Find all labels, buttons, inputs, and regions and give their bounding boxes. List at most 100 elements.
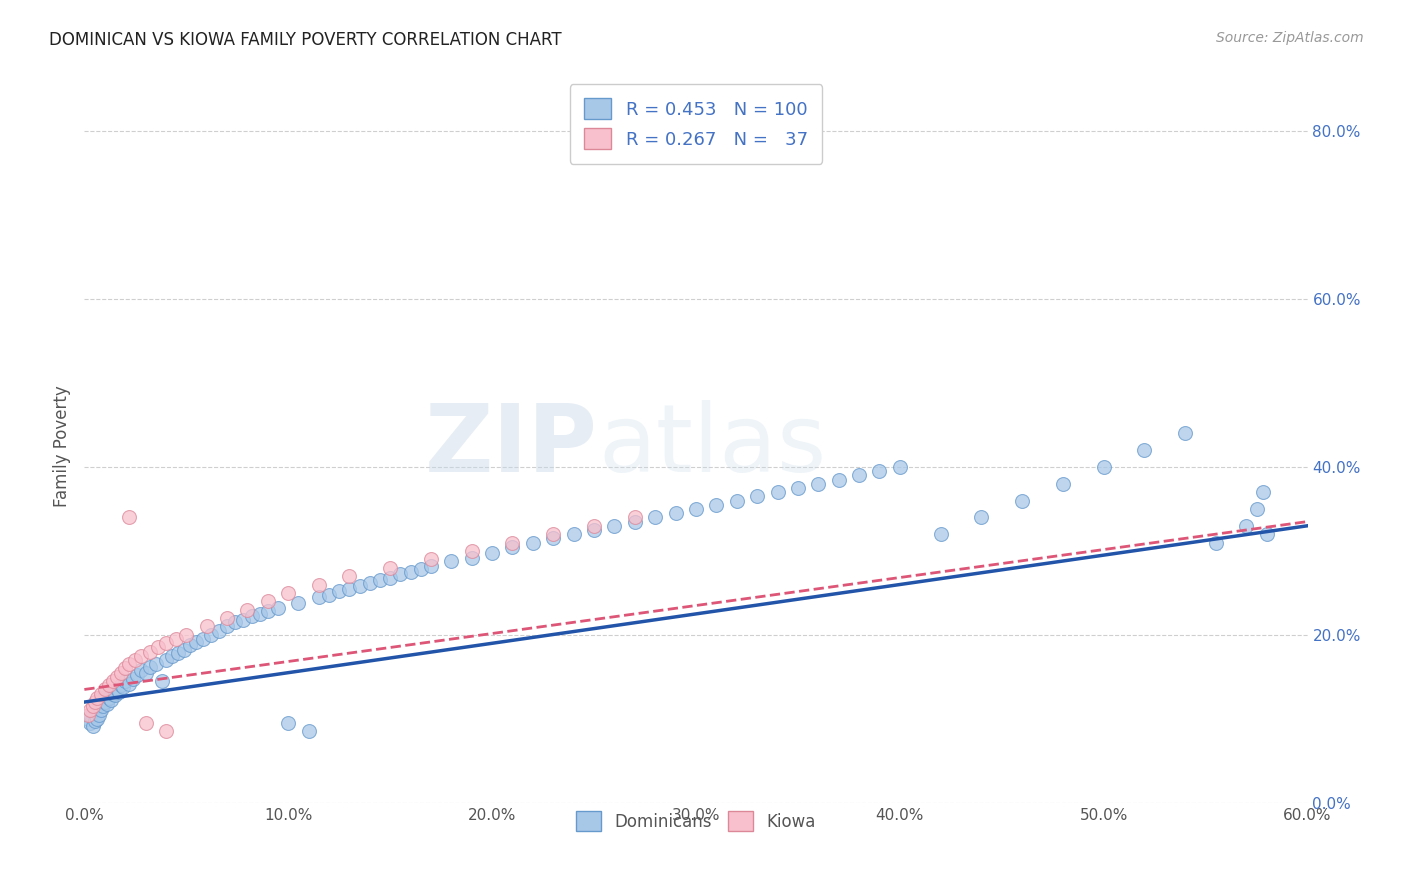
Point bbox=[179, 638, 201, 652]
Point bbox=[82, 699, 104, 714]
Point bbox=[150, 674, 173, 689]
Point bbox=[114, 661, 136, 675]
Point bbox=[108, 685, 131, 699]
Point bbox=[79, 703, 101, 717]
Point bbox=[257, 594, 280, 608]
Point bbox=[114, 674, 136, 689]
Point bbox=[224, 615, 246, 630]
Point bbox=[257, 604, 280, 618]
Point bbox=[90, 690, 112, 705]
Legend: Dominicans, Kiowa: Dominicans, Kiowa bbox=[569, 805, 823, 838]
Point bbox=[155, 636, 177, 650]
Point bbox=[1092, 460, 1115, 475]
Point bbox=[461, 550, 484, 565]
Point bbox=[124, 653, 146, 667]
Point bbox=[440, 554, 463, 568]
Point bbox=[848, 468, 870, 483]
Point bbox=[349, 579, 371, 593]
Point bbox=[86, 690, 108, 705]
Text: Source: ZipAtlas.com: Source: ZipAtlas.com bbox=[1216, 31, 1364, 45]
Point bbox=[155, 724, 177, 739]
Point bbox=[122, 672, 145, 686]
Point bbox=[104, 689, 127, 703]
Point bbox=[131, 663, 153, 677]
Point bbox=[167, 646, 190, 660]
Point bbox=[127, 668, 149, 682]
Point bbox=[583, 523, 606, 537]
Point bbox=[87, 707, 110, 722]
Point bbox=[1251, 485, 1274, 500]
Point bbox=[1052, 476, 1074, 491]
Point bbox=[420, 552, 443, 566]
Point bbox=[118, 676, 141, 690]
Point bbox=[232, 613, 254, 627]
Point bbox=[160, 648, 183, 663]
Point bbox=[195, 619, 218, 633]
Point bbox=[83, 714, 105, 728]
Point bbox=[105, 670, 128, 684]
Point bbox=[359, 575, 381, 590]
Point bbox=[624, 515, 647, 529]
Point bbox=[339, 582, 361, 596]
Point bbox=[236, 603, 259, 617]
Point bbox=[90, 687, 112, 701]
Point bbox=[208, 624, 231, 638]
Point bbox=[420, 559, 443, 574]
Point bbox=[146, 640, 169, 655]
Point bbox=[1205, 535, 1227, 549]
Point bbox=[828, 473, 851, 487]
Point bbox=[174, 628, 197, 642]
Point bbox=[118, 510, 141, 524]
Point bbox=[82, 718, 104, 732]
Point bbox=[100, 693, 122, 707]
Point bbox=[86, 712, 108, 726]
Point bbox=[339, 569, 361, 583]
Point bbox=[389, 567, 412, 582]
Point bbox=[110, 665, 132, 680]
Point bbox=[217, 611, 239, 625]
Point bbox=[186, 634, 208, 648]
Y-axis label: Family Poverty: Family Poverty bbox=[53, 385, 72, 507]
Point bbox=[380, 571, 402, 585]
Point bbox=[97, 678, 120, 692]
Point bbox=[787, 481, 810, 495]
Point bbox=[380, 560, 402, 574]
Point bbox=[308, 577, 330, 591]
Point bbox=[298, 724, 321, 739]
Point bbox=[83, 695, 105, 709]
Point bbox=[562, 527, 585, 541]
Point bbox=[105, 682, 128, 697]
Point bbox=[110, 678, 132, 692]
Point bbox=[101, 687, 124, 701]
Point bbox=[131, 648, 153, 663]
Point bbox=[603, 518, 626, 533]
Point bbox=[368, 574, 391, 588]
Point bbox=[706, 498, 728, 512]
Point bbox=[97, 690, 120, 705]
Point bbox=[543, 527, 565, 541]
Point bbox=[869, 464, 891, 478]
Point bbox=[644, 510, 666, 524]
Point bbox=[308, 590, 330, 604]
Point bbox=[889, 460, 911, 475]
Point bbox=[138, 645, 160, 659]
Point bbox=[970, 510, 993, 524]
Point bbox=[277, 716, 299, 731]
Point bbox=[1236, 518, 1258, 533]
Point bbox=[725, 493, 748, 508]
Point bbox=[461, 544, 484, 558]
Point bbox=[79, 707, 101, 722]
Point bbox=[287, 596, 309, 610]
Point bbox=[267, 601, 290, 615]
Point bbox=[87, 695, 110, 709]
Point bbox=[1174, 426, 1197, 441]
Point bbox=[766, 485, 789, 500]
Point bbox=[747, 489, 769, 503]
Point bbox=[200, 628, 222, 642]
Point bbox=[145, 657, 167, 672]
Point bbox=[86, 699, 108, 714]
Point bbox=[1133, 443, 1156, 458]
Point bbox=[318, 588, 340, 602]
Text: atlas: atlas bbox=[598, 400, 827, 492]
Point bbox=[249, 607, 271, 621]
